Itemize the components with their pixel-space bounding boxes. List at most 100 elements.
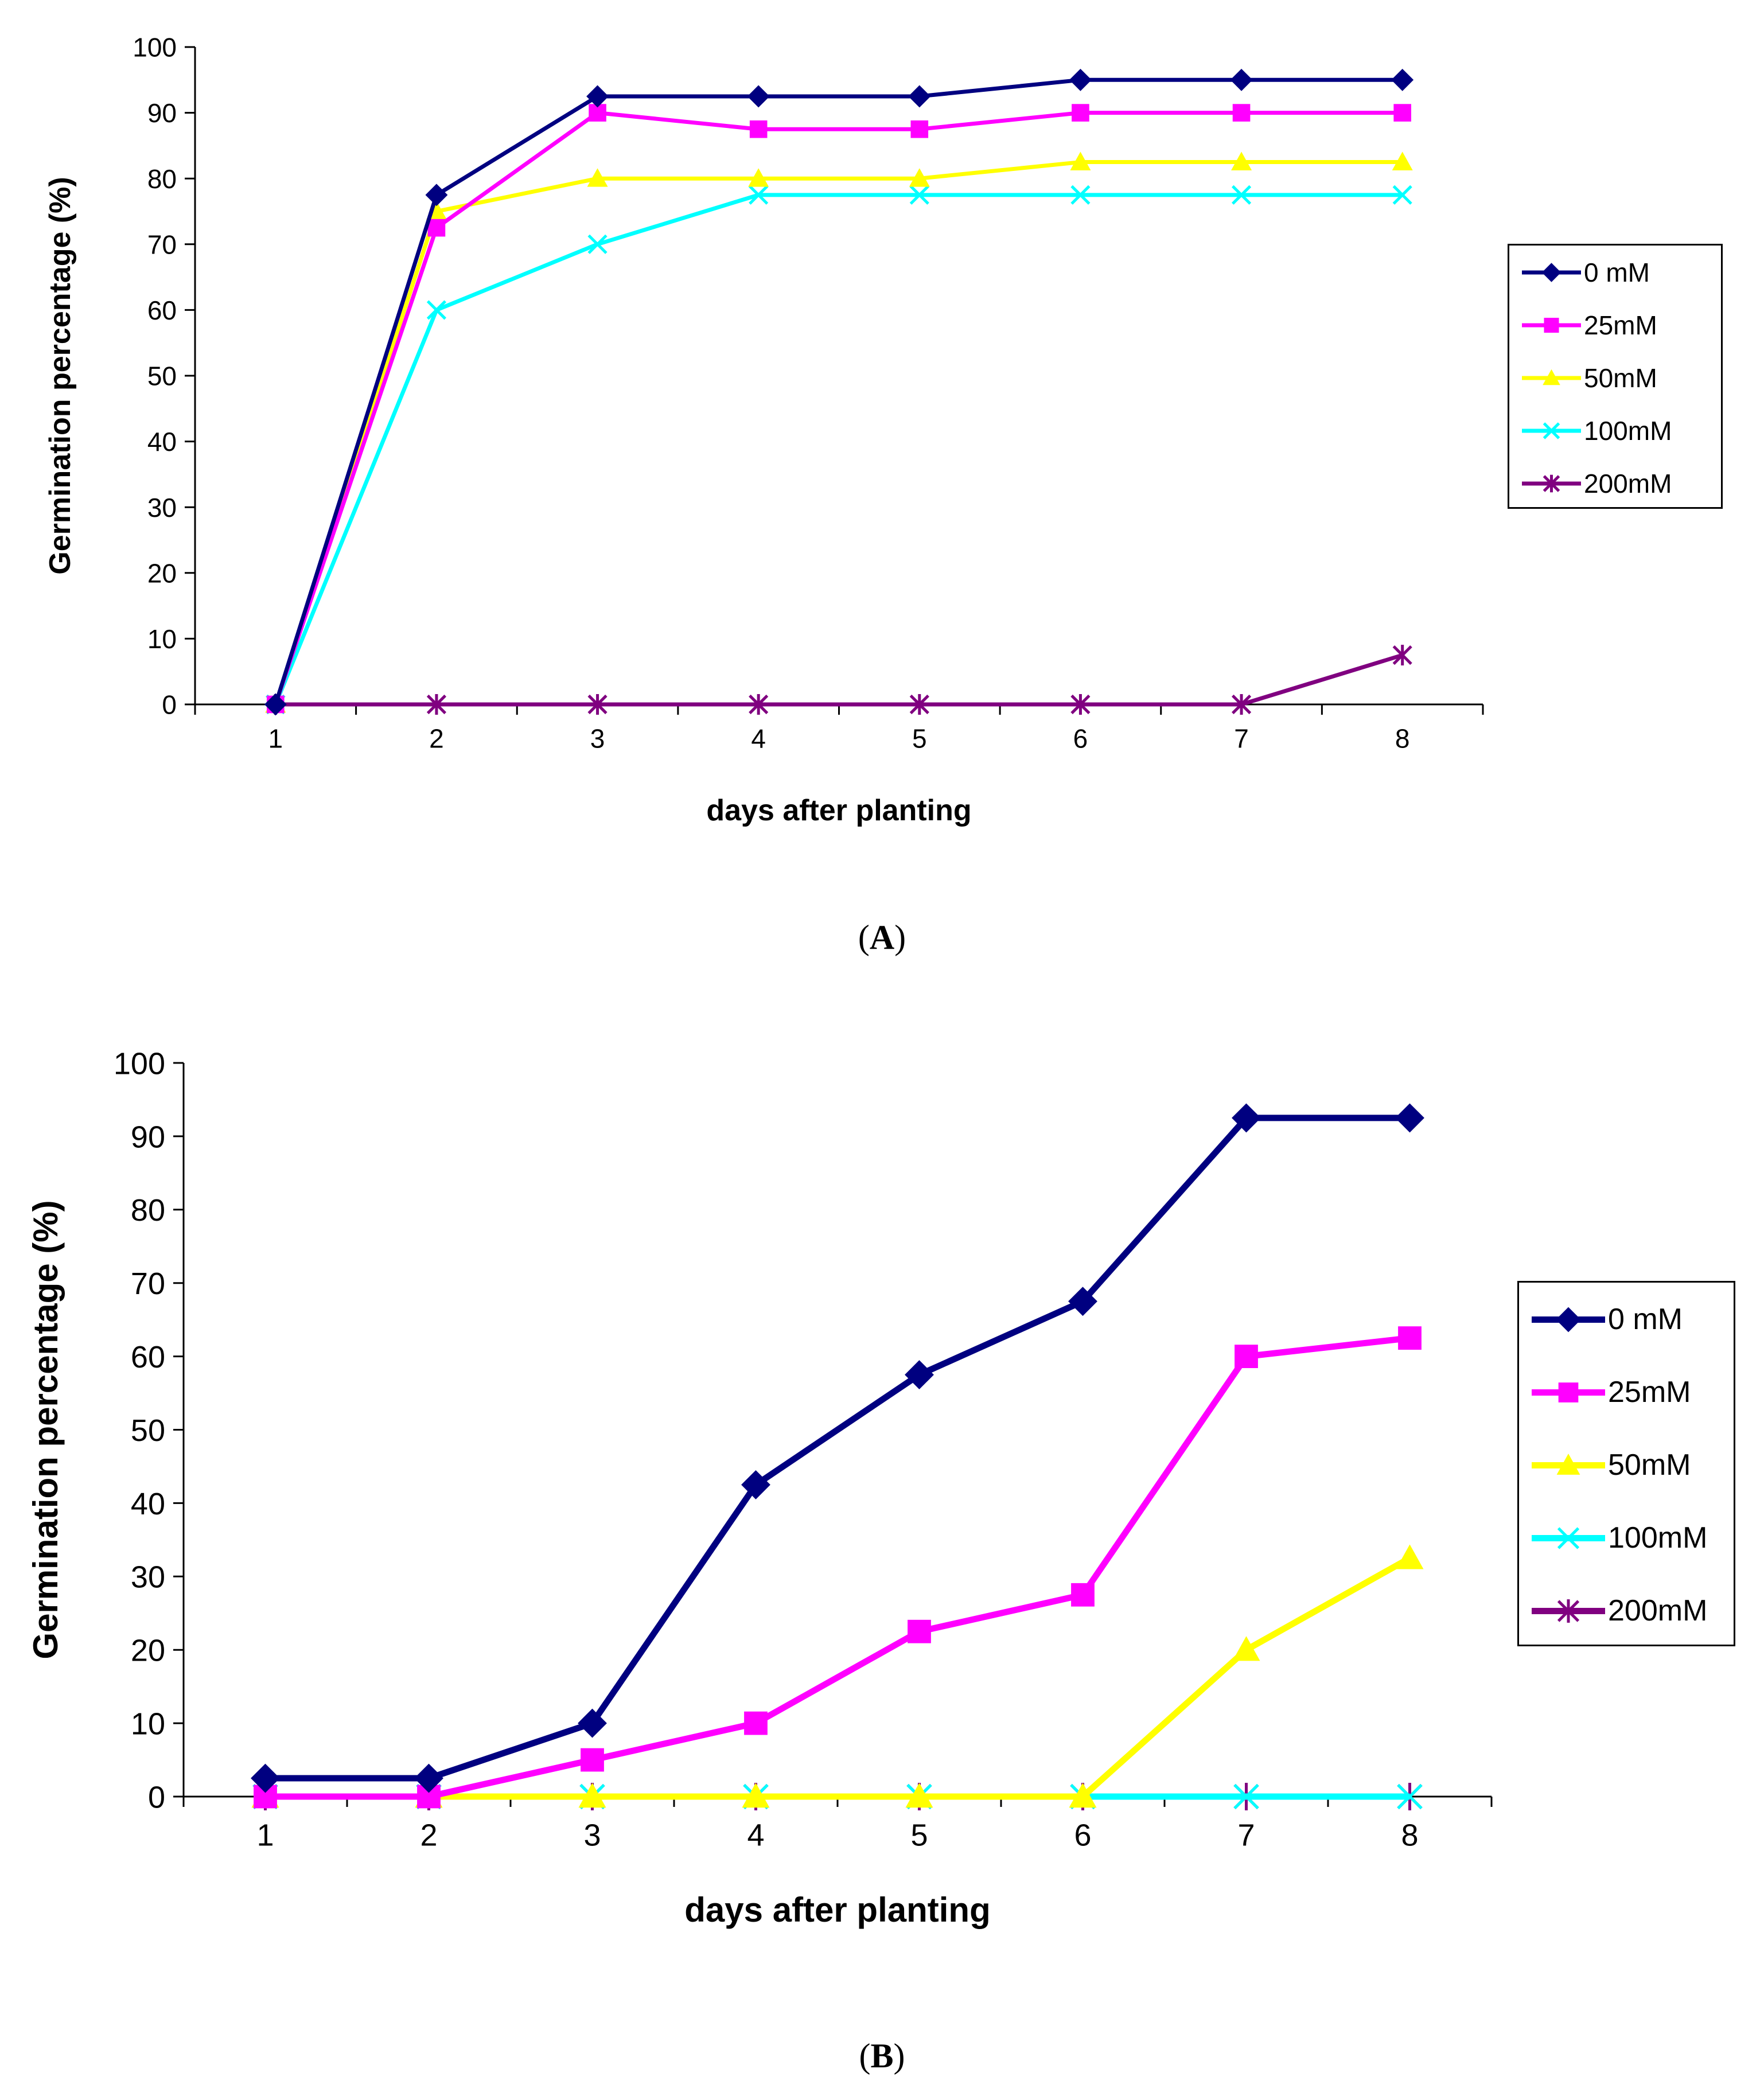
data-point-50mm [1231, 151, 1252, 170]
y-tick-label: 50 [147, 361, 177, 391]
y-tick-label: 0 [162, 690, 177, 720]
legend-label-100mm: 100mM [1608, 1521, 1708, 1555]
legend-swatch-0mm [1532, 1307, 1605, 1333]
legend-swatch-200mm [1522, 474, 1581, 493]
y-tick-label: 80 [147, 164, 177, 194]
data-point-200mm [587, 694, 608, 715]
y-tick-label: 10 [147, 624, 177, 654]
series-200mm [266, 645, 1412, 715]
data-point-100mm [1392, 185, 1412, 205]
legend-label-25mm: 25mM [1608, 1376, 1691, 1409]
legend-marker-0mm [1556, 1307, 1581, 1333]
x-tick-label: 3 [590, 724, 605, 754]
data-point-25mm [581, 1748, 604, 1772]
data-point-0mm [414, 1763, 443, 1793]
data-point-100mm [1231, 185, 1252, 205]
data-point-25mm [1393, 104, 1411, 122]
data-point-0mm [1232, 1103, 1261, 1133]
series-group [251, 1103, 1424, 1810]
line-chart-b: 0 10 20 30 40 50 60 70 80 90 100 1 2 3 4 5 6 7 8 days after… [26, 1046, 1493, 1929]
legend-item-0mm: 0 mM [1519, 1283, 1737, 1356]
y-tick-label: 20 [147, 558, 177, 588]
x-tick-label: 3 [583, 1818, 601, 1853]
data-point-25mm [1235, 1345, 1258, 1368]
legend-marker-100mm [1557, 1527, 1580, 1549]
y-tick-label: 50 [131, 1413, 165, 1448]
x-tick-label: 2 [420, 1818, 437, 1853]
data-point-25mm [749, 120, 768, 138]
legend-label-25mm: 25mM [1584, 310, 1657, 341]
legend-item-50mm: 50mM [1509, 352, 1724, 404]
y-axis-title: Germination percentage (%) [44, 177, 77, 574]
data-point-200mm [1231, 694, 1252, 715]
legend-label-50mm: 50mM [1608, 1448, 1691, 1482]
data-point-50mm [905, 1783, 933, 1808]
data-point-25mm [427, 219, 446, 237]
chart-panel-b: 0 10 20 30 40 50 60 70 80 90 100 1 2 3 4 5 6 7 8 days after… [0, 1010, 1764, 2092]
data-point-25mm [1398, 1326, 1422, 1350]
data-point-25mm [1232, 104, 1251, 122]
data-point-0mm [578, 1708, 607, 1738]
data-point-50mm [587, 168, 608, 187]
data-point-0mm [264, 693, 287, 716]
data-point-50mm [1396, 1544, 1424, 1569]
axes: 0 10 20 30 40 50 60 70 80 90 100 1 2 3 4 5 6 7 8 [133, 33, 1484, 754]
data-point-25mm [744, 1711, 768, 1735]
data-point-0mm [1068, 1287, 1097, 1316]
data-point-50mm [742, 1783, 770, 1808]
data-point-0mm [1391, 68, 1414, 91]
series-line-25mm [273, 111, 1403, 706]
data-point-25mm [1071, 1583, 1095, 1607]
x-tick-label: 5 [912, 724, 927, 754]
legend-item-50mm: 50mM [1519, 1429, 1737, 1502]
data-point-200mm [1070, 694, 1091, 715]
legend-item-200mm: 200mM [1509, 457, 1724, 510]
data-point-0mm [905, 1360, 934, 1389]
legend-item-100mm: 100mM [1509, 404, 1724, 457]
y-tick-label: 60 [147, 295, 177, 325]
x-tick-label: 1 [256, 1818, 274, 1853]
data-point-100mm [749, 185, 769, 205]
data-point-25mm [1072, 104, 1089, 122]
series-group [264, 68, 1414, 716]
legend-marker-200mm [1557, 1599, 1580, 1623]
data-point-50mm [1232, 1636, 1260, 1661]
y-tick-label: 60 [131, 1340, 165, 1374]
legend-marker-25mm [1544, 317, 1559, 333]
legend-item-25mm: 25mM [1509, 299, 1724, 352]
legend-label-100mm: 100mM [1584, 416, 1672, 446]
legend-swatch-25mm [1522, 317, 1581, 333]
legend-item-100mm: 100mM [1519, 1502, 1737, 1575]
panel-caption-a: (A) [858, 918, 906, 956]
legend-label-200mm: 200mM [1584, 469, 1672, 499]
data-point-0mm [1069, 68, 1092, 91]
line-chart-a: 0 10 20 30 40 50 60 70 80 90 100 1 2 3 4 5 6 7 8 days after… [44, 33, 1484, 827]
x-axis-title: days after planting [684, 1891, 990, 1929]
legend-item-0mm: 0 mM [1509, 246, 1724, 299]
data-point-0mm [1230, 68, 1253, 91]
series-0mm [264, 68, 1414, 716]
data-point-200mm [1392, 645, 1412, 666]
legend-swatch-200mm [1532, 1599, 1605, 1623]
chart-panel-a: 0 10 20 30 40 50 60 70 80 90 100 1 2 3 4 5 6 7 8 days after… [0, 0, 1764, 975]
data-point-0mm [741, 1470, 770, 1499]
y-tick-label: 40 [131, 1487, 165, 1521]
series-line-100mm [274, 193, 1403, 706]
data-point-100mm [1397, 1783, 1423, 1810]
legend-item-200mm: 200mM [1519, 1575, 1737, 1647]
y-tick-label: 80 [131, 1193, 165, 1228]
legend-a: 0 mM 25mM 50mM 100mM 200mM [1508, 244, 1723, 509]
legend-label-0mm: 0 mM [1608, 1303, 1683, 1337]
data-point-200mm [909, 694, 929, 715]
data-point-50mm [748, 168, 769, 187]
data-point-100mm [1070, 185, 1091, 205]
legend-item-25mm: 25mM [1519, 1356, 1737, 1429]
series-line-200mm [275, 653, 1403, 707]
data-point-100mm [1233, 1783, 1259, 1810]
x-tick-label: 6 [1073, 724, 1088, 754]
data-point-50mm [1069, 1783, 1097, 1808]
data-point-100mm [909, 185, 929, 205]
data-point-100mm [426, 300, 447, 320]
legend-marker-25mm [1558, 1382, 1579, 1403]
data-point-200mm [426, 694, 447, 715]
